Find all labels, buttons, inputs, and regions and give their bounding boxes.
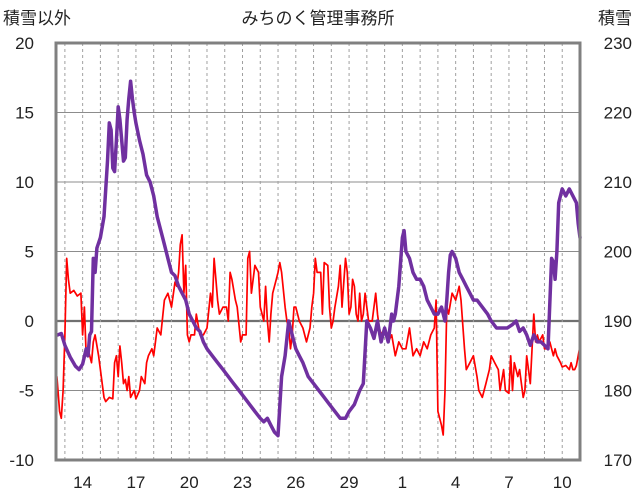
temperature-series-line: [56, 233, 581, 436]
x-tick-label: 17: [126, 473, 145, 492]
x-tick-labels: 14 17 20 23 26 29 1 4 7 10: [73, 473, 572, 492]
right-tick-label: 180: [604, 382, 632, 401]
left-tick-label: -10: [9, 451, 34, 470]
x-tick-label: 1: [398, 473, 407, 492]
snow-series-line: [56, 79, 582, 438]
left-tick-label: -5: [19, 382, 34, 401]
right-tick-label: 190: [604, 312, 632, 331]
plot-frame: [54, 41, 582, 462]
x-tick-label: 7: [504, 473, 513, 492]
x-tick-label: 26: [286, 473, 305, 492]
x-tick-label: 29: [340, 473, 359, 492]
right-tick-labels: 230 220 210 200 190 180 170: [604, 34, 632, 470]
right-tick-label: 200: [604, 243, 632, 262]
left-tick-label: 20: [15, 34, 34, 53]
right-tick-label: 170: [604, 451, 632, 470]
x-tick-label: 4: [451, 473, 460, 492]
x-tick-label: 20: [180, 473, 199, 492]
chart-title: みちのく管理事務所: [242, 9, 395, 29]
left-tick-label: 15: [15, 104, 34, 123]
x-tick-label: 10: [553, 473, 572, 492]
left-axis-label: 積雪以外: [3, 9, 71, 29]
x-tick-label: 23: [233, 473, 252, 492]
left-tick-label: 10: [15, 173, 34, 192]
right-tick-label: 220: [604, 104, 632, 123]
right-tick-label: 230: [604, 34, 632, 53]
x-tick-label: 14: [73, 473, 92, 492]
left-tick-labels: 20 15 10 5 0 -5 -10: [9, 34, 34, 470]
left-tick-label: 0: [25, 312, 34, 331]
series-group: [56, 79, 582, 438]
left-tick-label: 5: [25, 243, 34, 262]
right-tick-label: 210: [604, 173, 632, 192]
right-axis-label: 積雪: [598, 9, 632, 29]
